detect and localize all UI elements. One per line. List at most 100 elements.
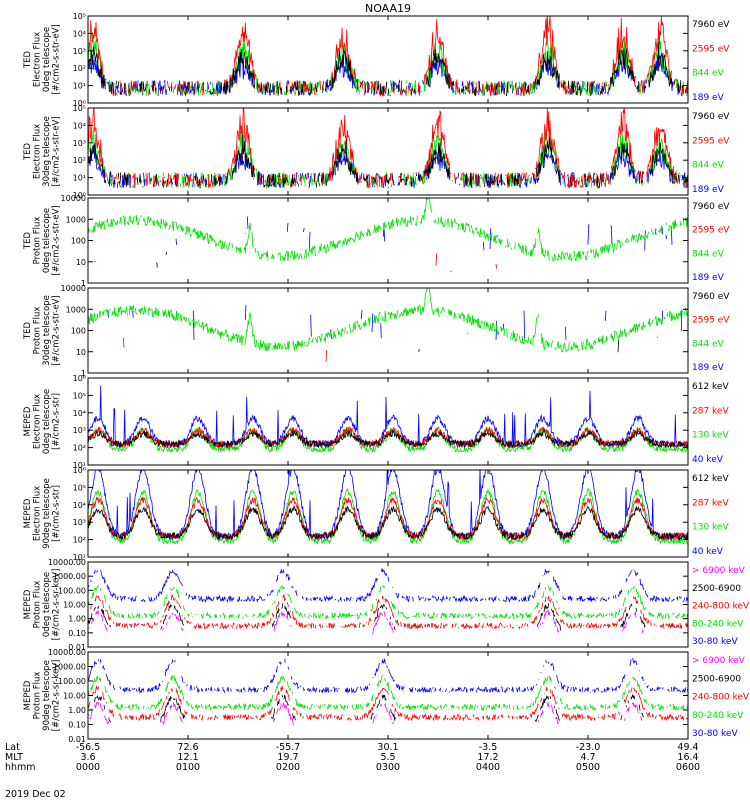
panel-plot-area: [88, 385, 688, 453]
legend-entry: 7960 eV: [692, 112, 730, 122]
y-axis-label-line: [#/cm2-s-sr-keV]: [52, 660, 62, 732]
date-label: 2019 Dec 02: [5, 789, 66, 800]
y-tick-label: 100: [71, 327, 86, 336]
y-axis-label-line: [#/cm2-s-str-eV]: [52, 116, 62, 186]
y-tick-label: 10¹: [73, 82, 86, 91]
panel-plot-area: [88, 16, 688, 98]
y-tick-label: 1000: [66, 215, 86, 224]
y-tick-label: 10⁵: [73, 104, 86, 113]
series-line: [88, 657, 688, 694]
series-line: [88, 426, 688, 449]
legend-entry: 189 eV: [692, 363, 725, 373]
panel-5: 10¹ 10² 10³ 10⁴ 10⁵ 10⁶ MEPEDElectron Flux0deg…: [23, 374, 729, 470]
series-line: [88, 288, 688, 353]
y-tick-label: 1: [81, 369, 86, 378]
y-axis-label: MEPEDElectron Flux0deg telescope[#/cm2-s…: [23, 389, 62, 454]
time-axis-mlt: 16.4: [677, 752, 698, 763]
time-axis-mlt: 12.1: [177, 752, 198, 763]
legend-entry: 189 eV: [692, 273, 725, 283]
panel-1: 10⁰ 10¹ 10² 10³ 10⁴ 10⁵ TEDElectron Flux0deg t…: [23, 12, 730, 108]
series-line: [88, 695, 645, 723]
y-axis-label-line: TED: [23, 142, 33, 161]
y-tick-label: 10000.00: [48, 558, 86, 567]
y-axis-label-line: Proton Flux: [33, 672, 43, 720]
time-axis-row-label: Lat: [5, 742, 20, 753]
y-tick-label: 1000.00: [53, 663, 86, 672]
panel-plot-area: [88, 288, 688, 362]
y-tick-label: 1.00: [68, 706, 86, 715]
panel-plot-area: [88, 108, 688, 190]
panel-plot-area: [88, 657, 688, 726]
y-axis-label-line: [#/cm2-s-sr-keV]: [52, 569, 62, 641]
y-axis-label-line: [#/cm2-s-str-eV]: [52, 205, 62, 275]
legend-entry: 844 eV: [692, 339, 725, 349]
series-line: [88, 135, 688, 190]
y-axis-label-line: MEPED: [23, 406, 33, 436]
panel-plot-area: [88, 198, 688, 272]
series-line: [88, 603, 646, 631]
y-tick-label: 0.10: [68, 721, 86, 730]
legend-entry: 844 eV: [692, 161, 725, 171]
legend-entry: 130 keV: [692, 431, 729, 441]
time-axis-mlt: 4.7: [580, 752, 595, 763]
y-axis-label-line: TED: [23, 321, 33, 340]
legend-entry: 2500-6900: [692, 674, 741, 684]
legend-entry: 189 eV: [692, 93, 725, 103]
y-axis-label-line: 30deg telescope: [42, 116, 52, 187]
time-axis-lat: -3.5: [479, 742, 498, 753]
y-axis-label-line: MEPED: [23, 680, 33, 710]
time-axis-row-label: MLT: [5, 752, 23, 763]
y-tick-label: 10⁵: [73, 391, 86, 400]
time-axis-hhmm: 0600: [676, 762, 700, 773]
y-tick-label: 1000.00: [53, 572, 86, 581]
y-tick-label: 10²: [73, 444, 86, 453]
time-axis-hhmm: 0300: [376, 762, 400, 773]
y-tick-label: 10000: [61, 194, 86, 203]
series-line: [88, 42, 688, 97]
legend-entry: 2595 eV: [692, 44, 730, 54]
panel-plot-area: [88, 568, 688, 635]
y-tick-label: 10⁶: [73, 374, 86, 383]
y-axis-label-line: MEPED: [23, 498, 33, 528]
series-line: [88, 504, 688, 542]
y-tick-label: 10⁴: [73, 409, 86, 418]
y-tick-label: 1: [81, 279, 86, 288]
time-axis-hhmm: 0500: [576, 762, 600, 773]
series-line: [88, 470, 688, 541]
legend-entry: > 6900 keV: [692, 566, 746, 576]
legend-entry: 844 eV: [692, 249, 725, 259]
y-tick-label: 10000: [61, 284, 86, 293]
y-tick-label: 10³: [73, 426, 86, 435]
y-tick-label: 100.00: [58, 677, 86, 686]
legend-entry: 240-800 keV: [692, 693, 750, 703]
panel-frame: [87, 197, 689, 284]
y-tick-label: 10¹: [73, 553, 86, 562]
series-line: [88, 685, 688, 722]
y-tick-label: 0.01: [68, 643, 86, 652]
y-axis-label-line: 0deg telescope: [42, 27, 52, 92]
series-line: [88, 16, 688, 98]
y-tick-label: 10³: [73, 47, 86, 56]
y-tick-label: 10.00: [63, 601, 86, 610]
legend-entry: 612 keV: [692, 382, 729, 392]
y-axis-label-line: [#/cm2-s-str]: [52, 485, 62, 542]
legend-entry: 2500-6900: [692, 584, 741, 594]
y-axis-label-line: [#/cm2-s-str]: [52, 393, 62, 450]
y-tick-label: 10¹: [73, 174, 86, 183]
y-axis-label-line: 30deg telescope: [42, 295, 52, 366]
y-tick-label: 0.01: [68, 735, 86, 744]
legend-entry: 80-240 keV: [692, 711, 744, 721]
y-tick-label: 10: [76, 258, 86, 267]
y-axis-label-line: [#/cm2-s-str-eV]: [52, 295, 62, 365]
figure-title: NOAA19: [365, 2, 411, 15]
legend-entry: 2595 eV: [692, 316, 730, 326]
time-axis-hhmm: 0400: [476, 762, 500, 773]
panel-8: 0.01 0.10 1.00 10.00 100.00 1000.00 10000.00 ME…: [23, 648, 750, 744]
legend-entry: 844 eV: [692, 69, 725, 79]
panel-frame: [87, 561, 689, 648]
series-line: [88, 674, 688, 712]
series-line: [88, 429, 688, 449]
panel-2: 10⁰ 10¹ 10² 10³ 10⁴ 10⁵ TEDElectron Flux30deg …: [23, 104, 730, 200]
y-tick-label: 10⁵: [73, 12, 86, 21]
